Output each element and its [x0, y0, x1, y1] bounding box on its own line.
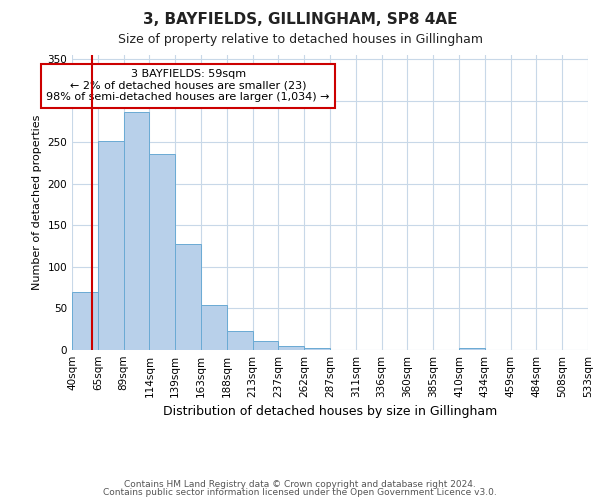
- Bar: [124, 112, 149, 350]
- Text: Contains public sector information licensed under the Open Government Licence v3: Contains public sector information licen…: [103, 488, 497, 497]
- Text: 3 BAYFIELDS: 59sqm
← 2% of detached houses are smaller (23)
98% of semi-detached: 3 BAYFIELDS: 59sqm ← 2% of detached hous…: [46, 69, 330, 102]
- Text: 3, BAYFIELDS, GILLINGHAM, SP8 4AE: 3, BAYFIELDS, GILLINGHAM, SP8 4AE: [143, 12, 457, 28]
- Bar: [227, 331, 253, 350]
- Text: Size of property relative to detached houses in Gillingham: Size of property relative to detached ho…: [118, 32, 482, 46]
- Bar: [175, 244, 201, 350]
- Bar: [149, 154, 175, 350]
- Bar: [304, 348, 330, 350]
- Bar: [253, 341, 278, 350]
- Y-axis label: Number of detached properties: Number of detached properties: [32, 115, 42, 290]
- Bar: [278, 346, 304, 350]
- Bar: [201, 305, 227, 350]
- Text: Contains HM Land Registry data © Crown copyright and database right 2024.: Contains HM Land Registry data © Crown c…: [124, 480, 476, 489]
- Bar: [72, 292, 98, 350]
- Bar: [98, 142, 124, 350]
- Bar: [459, 348, 485, 350]
- X-axis label: Distribution of detached houses by size in Gillingham: Distribution of detached houses by size …: [163, 406, 497, 418]
